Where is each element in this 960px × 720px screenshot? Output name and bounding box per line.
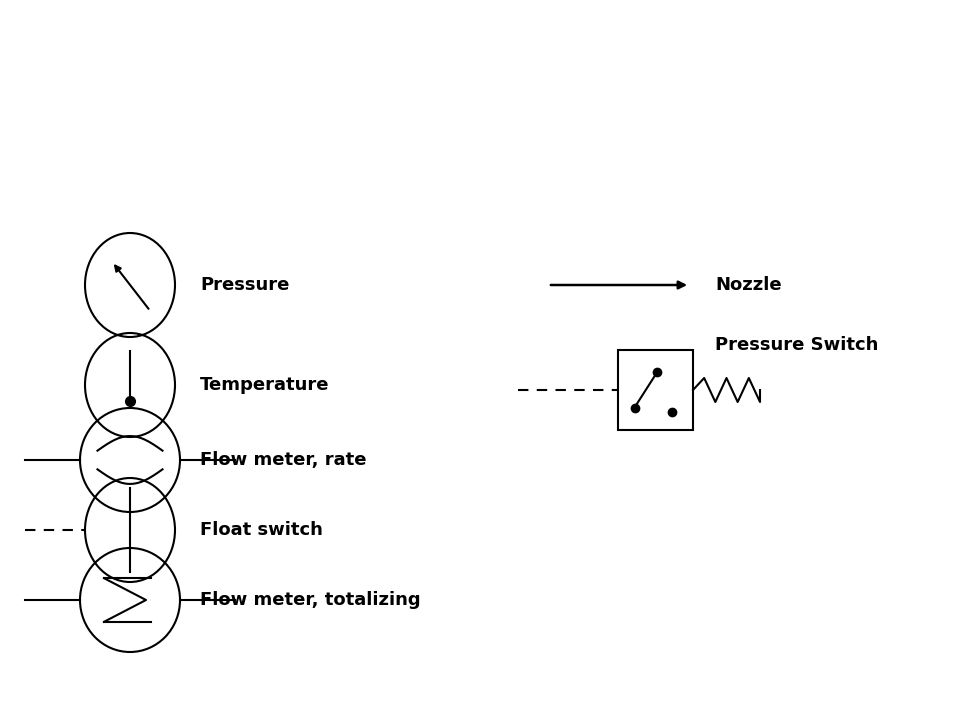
Text: Nozzle: Nozzle: [715, 276, 781, 294]
Text: Flow meter, rate: Flow meter, rate: [200, 451, 367, 469]
Text: Pressure: Pressure: [200, 276, 289, 294]
Text: Temperature: Temperature: [200, 376, 329, 394]
Text: Pressure Switch: Pressure Switch: [715, 336, 878, 354]
Bar: [618, 350, 693, 430]
Text: Float switch: Float switch: [200, 521, 323, 539]
Text: Flow meter, totalizing: Flow meter, totalizing: [200, 591, 420, 609]
